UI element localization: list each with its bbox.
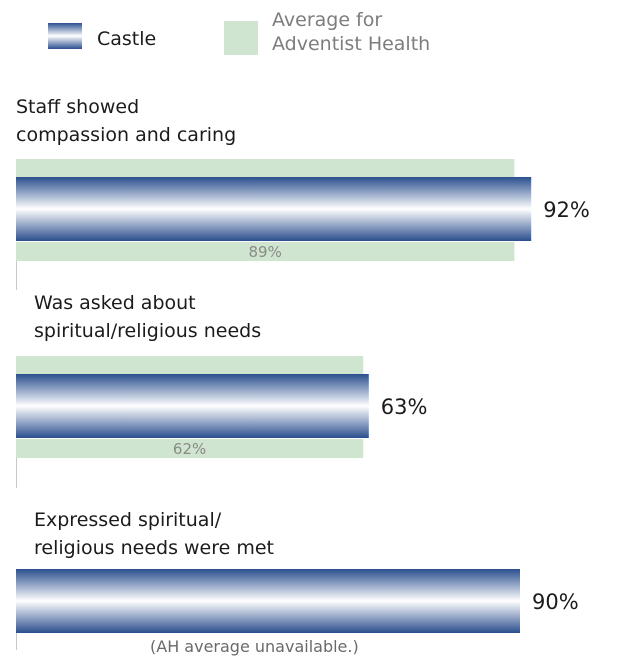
bar-average-top: [16, 159, 515, 178]
category-label-line: religious needs were met: [34, 537, 275, 559]
average-value-label: 89%: [249, 243, 282, 261]
bar-castle: [16, 177, 532, 241]
category-label-line: compassion and caring: [16, 124, 237, 146]
bar-average-top: [16, 356, 364, 375]
category-label-line: Expressed spiritual/: [34, 509, 222, 531]
legend-label-castle: Castle: [97, 28, 157, 50]
bar-castle: [16, 569, 520, 633]
bar-average-bottom: [16, 242, 515, 261]
bar-average-bottom: [16, 439, 364, 458]
castle-value-label: 63%: [381, 395, 428, 419]
category-label-line: spiritual/religious needs: [34, 320, 262, 342]
castle-value-label: 90%: [532, 590, 579, 614]
legend-label-average-line1: Average for: [272, 9, 383, 31]
category-label-line: Staff showed: [16, 96, 140, 118]
legend-swatch-average: [224, 21, 258, 55]
category-label-needs-met: Expressed spiritual/ religious needs wer…: [34, 506, 274, 562]
legend-label-average-line2: Adventist Health: [272, 33, 431, 55]
category-label-asked-spiritual: Was asked about spiritual/religious need…: [34, 289, 261, 345]
castle-value-label: 92%: [543, 198, 590, 222]
bar-castle: [16, 374, 369, 438]
legend-swatch-castle: [48, 23, 82, 49]
note-ah-average-unavailable: (AH average unavailable.): [150, 637, 359, 656]
category-label-line: Was asked about: [34, 292, 196, 314]
average-value-label: 62%: [173, 440, 206, 458]
category-label-compassion: Staff showed compassion and caring: [16, 93, 236, 149]
